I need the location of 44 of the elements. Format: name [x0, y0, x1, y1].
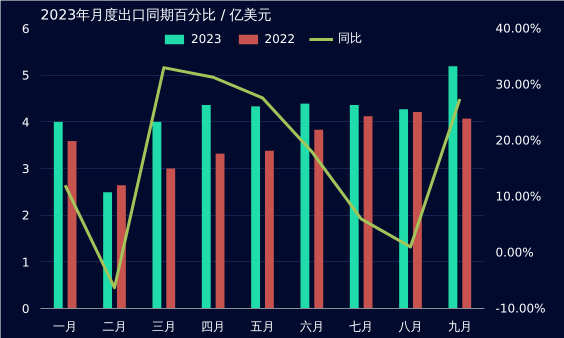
bar [300, 104, 310, 308]
y2-tick-label: -10.00% [496, 302, 546, 316]
bar [251, 106, 260, 308]
bar [166, 168, 176, 308]
bar [350, 105, 359, 308]
y2-tick-label: 10.00% [496, 190, 542, 204]
y-tick-label: 3 [22, 162, 30, 176]
bar [448, 66, 458, 308]
x-tick-label: 三月 [152, 320, 176, 334]
y-tick-label: 1 [22, 255, 30, 270]
y-tick-label: 5 [22, 68, 30, 83]
bar [68, 140, 77, 308]
bar [103, 192, 112, 308]
legend-label: 同比 [338, 30, 362, 47]
bar [462, 118, 472, 308]
x-tick-label: 六月 [300, 320, 324, 334]
y2-tick-label: 0.00% [496, 246, 534, 260]
y2-tick-label: 30.00% [496, 78, 542, 92]
x-tick-label: 二月 [102, 320, 126, 334]
bar [216, 154, 225, 308]
bar [152, 122, 162, 308]
bar [364, 116, 373, 308]
bar [202, 105, 211, 308]
bar [412, 112, 422, 308]
x-tick-label: 七月 [349, 320, 374, 334]
bar [314, 130, 324, 308]
chart-title: 2023年月度出口同期百分比 / 亿美元 [40, 8, 272, 24]
x-tick-label: 一月 [53, 320, 78, 334]
y2-tick-label: 20.00% [496, 134, 542, 148]
y-tick-label: 0 [22, 302, 30, 316]
legend-label: 2023 [190, 32, 222, 46]
bar [399, 109, 408, 308]
x-tick-label: 九月 [448, 320, 472, 334]
bar [54, 122, 63, 308]
y-tick-label: 4 [22, 115, 30, 130]
line-series [64, 66, 462, 290]
y-tick-label: 2 [22, 208, 30, 223]
y-tick-label: 6 [22, 22, 30, 36]
x-tick-label: 五月 [250, 320, 274, 334]
x-tick-label: 八月 [398, 320, 422, 334]
bar [264, 150, 274, 308]
y2-tick-label: 40.00% [496, 22, 542, 36]
legend-label: 2022 [264, 32, 296, 46]
x-tick-label: 四月 [201, 320, 226, 334]
